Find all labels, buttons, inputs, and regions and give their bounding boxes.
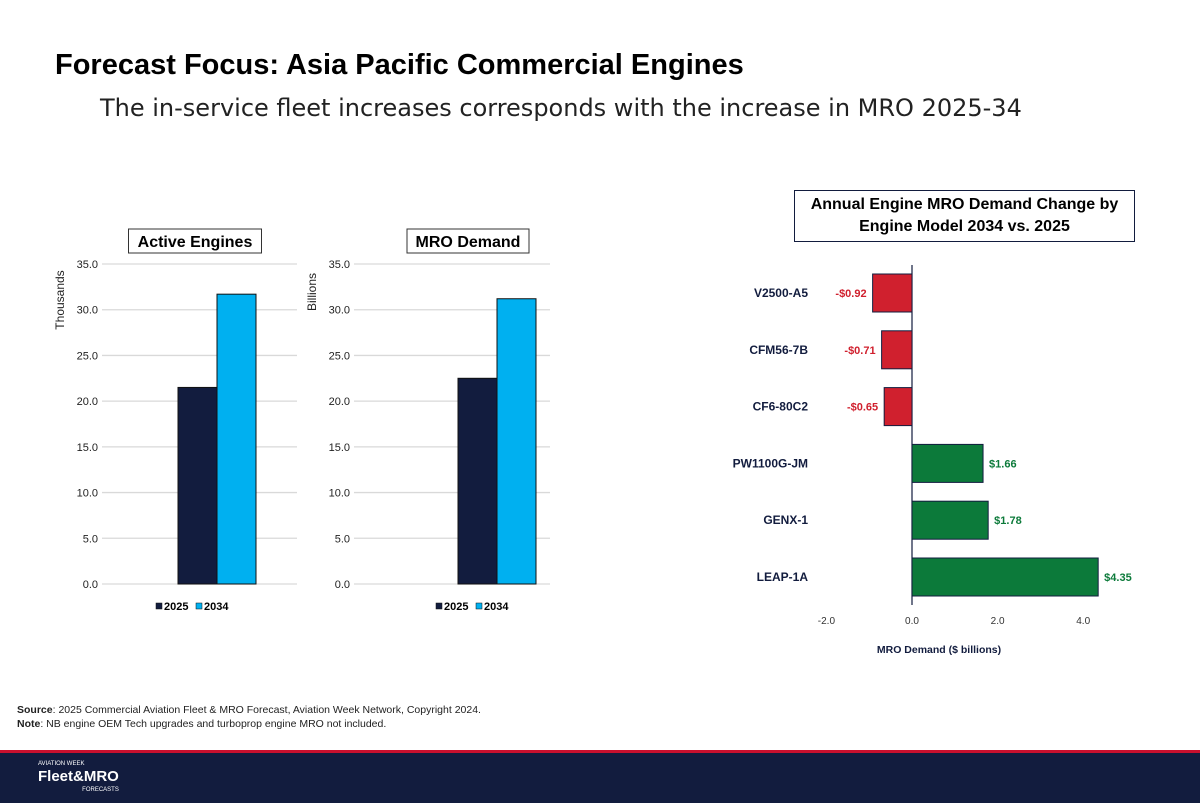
data-label: $1.78: [994, 515, 1022, 527]
y-axis-label: Billions: [305, 273, 319, 311]
page-title: Forecast Focus: Asia Pacific Commercial …: [55, 49, 744, 81]
chart-title-box: [128, 228, 262, 254]
notes: Source: 2025 Commercial Aviation Fleet &…: [17, 703, 481, 731]
source-label: Source: [17, 704, 53, 716]
bar-LEAP-1A: [911, 557, 1099, 597]
note-label: Note: [17, 718, 41, 730]
bar-2034: [216, 293, 257, 585]
category-label: V2500-A5: [754, 286, 808, 300]
chart-title: Active Engines: [138, 234, 253, 251]
fleet-mro-logo: AVIATION WEEK Fleet&MRO FORECASTS: [38, 760, 119, 794]
x-tick-label: 0.0: [905, 616, 919, 627]
legend-swatch-2025: [435, 602, 443, 610]
logo-top: AVIATION WEEK: [38, 761, 85, 767]
chart-title-box: [406, 228, 530, 254]
y-tick-label: 5.0: [83, 533, 98, 545]
bar-2025: [457, 377, 498, 585]
category-label: PW1100G-JM: [733, 456, 808, 470]
bar-V2500-A5: [872, 273, 913, 313]
y-tick-label: 10.0: [329, 488, 350, 500]
bar-PW1100G-JM: [911, 443, 984, 483]
y-tick-label: 30.0: [329, 305, 350, 317]
y-tick-label: 15.0: [329, 442, 350, 454]
y-axis-label: Thousands: [53, 270, 67, 329]
legend-label-2034: 2034: [484, 601, 509, 613]
y-tick-label: 0.0: [83, 579, 98, 591]
data-label: $4.35: [1104, 572, 1132, 584]
footer-bar: AVIATION WEEK Fleet&MRO FORECASTS: [0, 750, 1200, 803]
data-label: -$0.92: [835, 288, 866, 300]
data-label: $1.66: [989, 458, 1017, 470]
y-tick-label: 25.0: [77, 350, 98, 362]
bar-2025: [177, 386, 218, 585]
category-label: CFM56-7B: [749, 343, 808, 357]
chart-title: MRO Demand: [416, 234, 521, 251]
x-tick-label: 4.0: [1076, 616, 1090, 627]
bar-GENX-1: [911, 500, 989, 540]
y-tick-label: 35.0: [329, 259, 350, 271]
y-tick-label: 20.0: [329, 396, 350, 408]
page-subtitle: The in-service fleet increases correspon…: [100, 94, 1022, 122]
y-tick-label: 15.0: [77, 442, 98, 454]
x-tick-label: 2.0: [991, 616, 1005, 627]
y-tick-label: 10.0: [77, 488, 98, 500]
y-tick-label: 20.0: [77, 396, 98, 408]
y-tick-label: 5.0: [335, 533, 350, 545]
legend-swatch-2034: [475, 602, 483, 610]
y-tick-label: 0.0: [335, 579, 350, 591]
legend-label-2034: 2034: [204, 601, 229, 613]
category-label: CF6-80C2: [753, 400, 809, 414]
category-label: GENX-1: [763, 513, 808, 527]
source-text: : 2025 Commercial Aviation Fleet & MRO F…: [52, 704, 481, 716]
x-tick-label: -2.0: [818, 616, 836, 627]
legend-swatch-2025: [155, 602, 163, 610]
bar-CF6-80C2: [883, 387, 913, 427]
right-chart-title: Annual Engine MRO Demand Change by Engin…: [794, 190, 1135, 242]
y-tick-label: 30.0: [77, 305, 98, 317]
legend-label-2025: 2025: [444, 601, 468, 613]
category-label: LEAP-1A: [757, 570, 809, 584]
logo-main: Fleet&MRO: [38, 768, 119, 785]
logo-bottom: FORECASTS: [82, 787, 119, 793]
bar-CFM56-7B: [881, 330, 913, 370]
y-tick-label: 25.0: [329, 350, 350, 362]
data-label: -$0.71: [844, 345, 875, 357]
data-label: -$0.65: [847, 402, 878, 414]
charts-canvas: 0.0 5.0 10.0 15.0 20.0 25.0 30.0 35.0 Thousands A…: [53, 228, 1132, 656]
legend-label-2025: 2025: [164, 601, 188, 613]
legend-swatch-2034: [195, 602, 203, 610]
note-text: : NB engine OEM Tech upgrades and turbop…: [40, 718, 387, 730]
x-axis-label: MRO Demand ($ billions): [877, 644, 1001, 656]
bar-2034: [496, 298, 537, 585]
y-tick-label: 35.0: [77, 259, 98, 271]
